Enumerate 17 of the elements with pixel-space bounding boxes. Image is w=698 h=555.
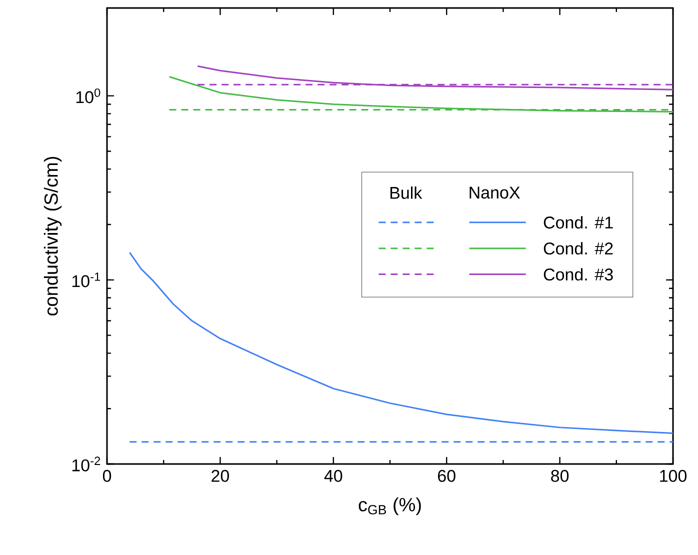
x-tick-label: 40 bbox=[324, 470, 342, 482]
x-tick-label: 0 bbox=[102, 470, 112, 482]
x-tick-label: 80 bbox=[551, 470, 569, 482]
y-tick-label: 10$^{-1}$ bbox=[72, 272, 100, 288]
annotation: NanoX bbox=[470, 186, 520, 199]
x-tick-label: 100 bbox=[660, 470, 687, 482]
x-axis-title: c$_{GB}$ (%) bbox=[358, 497, 421, 516]
annotation: Bulk bbox=[390, 186, 422, 199]
x-tick-label: 20 bbox=[212, 470, 229, 482]
legend-label: Cond. #1 bbox=[544, 216, 613, 229]
legend-label: Cond. #3 bbox=[544, 268, 613, 281]
line-series bbox=[196, 65, 674, 90]
y-tick-label: 10$^{-2}$ bbox=[72, 456, 100, 472]
y-axis-title: conductivity (S/cm) bbox=[44, 156, 62, 316]
y-tick-label: 10$^{0}$ bbox=[76, 88, 100, 104]
legend-label: Cond. #2 bbox=[544, 242, 613, 255]
x-tick-label: 60 bbox=[438, 470, 456, 482]
